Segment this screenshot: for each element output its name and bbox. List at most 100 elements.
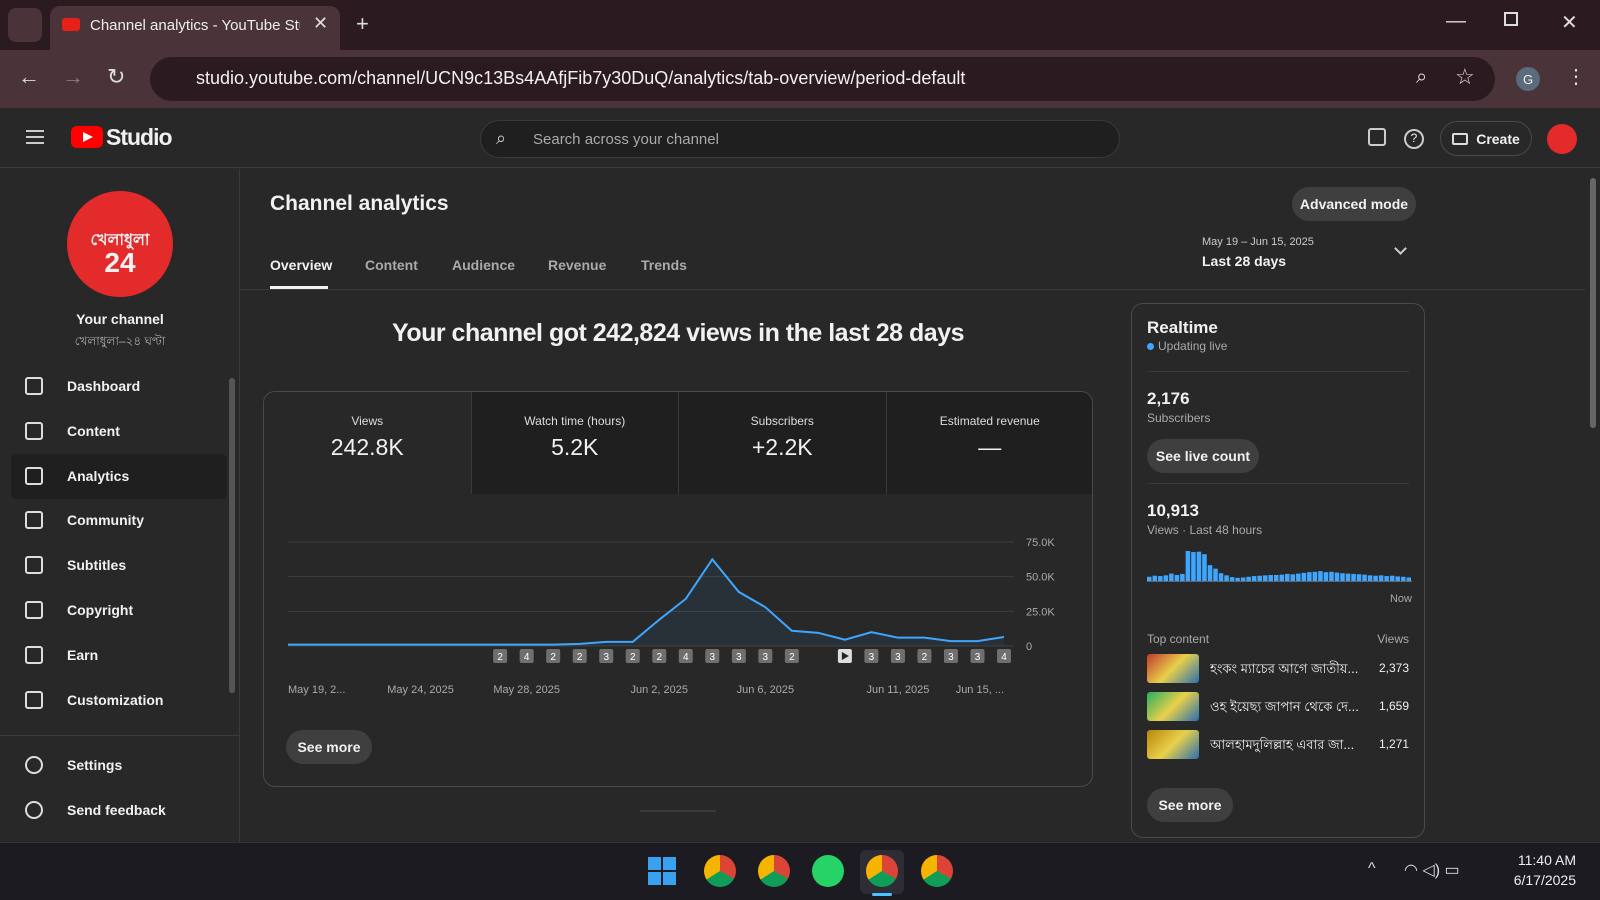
create-button[interactable]: Create (1440, 121, 1532, 156)
upload-marker (705, 649, 720, 663)
tab-menu[interactable] (8, 8, 42, 42)
nav-item[interactable]: Settings (67, 757, 123, 773)
bar (1218, 573, 1224, 581)
tab[interactable]: Overview (270, 257, 333, 273)
bar (1240, 577, 1246, 581)
item-title[interactable]: হংকং ম্যাচের আগে জাতীয়... (1210, 661, 1359, 676)
metric-cell[interactable]: Subscribers +2.2K (679, 392, 887, 494)
bar (1356, 574, 1362, 581)
upload-count: 3 (736, 652, 742, 663)
tab[interactable]: Trends (641, 257, 687, 273)
bookmark[interactable]: ☆ (1455, 64, 1475, 89)
see-live-count[interactable]: See live count (1147, 439, 1259, 473)
tab[interactable]: Revenue (548, 257, 607, 273)
metric-label: Watch time (hours) (524, 414, 626, 428)
bar (1290, 574, 1296, 581)
active-tab[interactable] (50, 6, 340, 50)
realtime-see-more[interactable]: See more (1147, 788, 1233, 822)
bar (1323, 572, 1329, 581)
bar (1340, 573, 1345, 581)
divider (1147, 483, 1409, 484)
period-dropdown[interactable] (1394, 242, 1407, 255)
nav-item[interactable]: Subtitles (67, 557, 127, 573)
upload-count: 4 (683, 652, 689, 663)
tray-chevron[interactable]: ^ (1368, 860, 1376, 877)
messages[interactable] (1368, 128, 1386, 146)
thumbnail[interactable] (1147, 654, 1199, 683)
bar (1180, 573, 1185, 581)
bar (1334, 572, 1340, 581)
bar (1362, 574, 1367, 581)
hamburger[interactable] (26, 130, 44, 144)
tab-title: Channel analytics - YouTube Stu (90, 17, 300, 34)
tray-icons[interactable]: ◠ ◁) ▭ (1404, 862, 1460, 879)
app-chrome[interactable] (704, 855, 736, 887)
channel-avatar[interactable]: খেলাধুলা 24 (67, 191, 173, 297)
upload-marker (997, 649, 1011, 663)
back[interactable]: ← (18, 64, 40, 89)
x-tick-label: May 24, 2025 (387, 684, 454, 696)
app-chrome[interactable] (921, 855, 953, 887)
upload-count: 3 (869, 652, 875, 663)
upload-marker (864, 649, 879, 663)
see-more[interactable]: See more (286, 730, 372, 764)
app-whatsapp[interactable] (812, 855, 844, 887)
search-icon: ⌕ (496, 128, 507, 148)
line (288, 557, 1005, 646)
advanced-mode[interactable]: Advanced mode (1292, 187, 1416, 221)
minimize[interactable]: — (1446, 10, 1466, 32)
views-header: Views (1377, 632, 1409, 646)
upload-count: 3 (763, 652, 769, 663)
nav-item[interactable]: Dashboard (67, 378, 141, 394)
metric-cell[interactable]: Views 242.8K (264, 392, 472, 494)
nav-item[interactable]: Earn (67, 647, 99, 663)
nav-item[interactable]: Send feedback (67, 802, 166, 818)
help[interactable]: ? (1404, 129, 1424, 149)
bar (1329, 571, 1334, 581)
period[interactable]: Last 28 days (1202, 253, 1287, 269)
thumbnail[interactable] (1147, 730, 1199, 759)
nav-item[interactable]: Analytics (67, 468, 130, 484)
bar (1202, 554, 1207, 581)
y-tick-label: 25.0K (1026, 606, 1055, 618)
upload-marker (784, 649, 799, 663)
thumbnail[interactable] (1147, 692, 1199, 721)
forward[interactable]: → (62, 64, 84, 89)
yt-logo[interactable] (71, 126, 103, 148)
profile[interactable]: G (1516, 67, 1540, 91)
reload[interactable]: ↻ (107, 64, 126, 89)
start-button[interactable] (648, 857, 676, 885)
item-title[interactable]: ওহ ইয়েছ্য জাপান থেকে দে... (1210, 699, 1359, 714)
bar (1213, 568, 1218, 581)
sidebar-scrollbar (229, 378, 235, 693)
app-chrome[interactable] (758, 855, 790, 887)
restore[interactable] (1504, 12, 1518, 26)
close-window[interactable]: ✕ (1561, 12, 1578, 34)
subscriber-count: 2,176 (1147, 389, 1190, 408)
nav-item[interactable]: Customization (67, 692, 164, 708)
app-chrome[interactable] (866, 855, 898, 887)
zoom[interactable]: ⌕ (1416, 66, 1428, 88)
account-avatar[interactable] (1547, 124, 1577, 154)
item-title[interactable]: আলহামদুলিল্লাহ এবার জা... (1210, 737, 1355, 752)
nav-icon (25, 691, 43, 709)
y-tick-label: 0 (1026, 641, 1032, 653)
nav-item[interactable]: Copyright (67, 602, 134, 618)
metric-cell[interactable]: Estimated revenue — (886, 392, 1092, 494)
nav-item[interactable]: Community (67, 512, 144, 528)
tab[interactable]: Content (365, 257, 418, 273)
address-bar[interactable] (150, 57, 1495, 101)
realtime-chart: Now (1147, 551, 1412, 605)
browser-menu[interactable]: ⋮ (1566, 66, 1586, 88)
nav-highlight (11, 454, 227, 499)
nav-item[interactable]: Content (67, 423, 120, 439)
new-tab[interactable]: + (356, 11, 369, 36)
search-box[interactable] (480, 120, 1120, 158)
metric-cell[interactable]: Watch time (hours) 5.2K (471, 392, 679, 494)
tab-close[interactable]: ✕ (313, 13, 329, 33)
avatar-text: 24 (104, 247, 136, 278)
bar (1279, 574, 1285, 581)
tab[interactable]: Audience (452, 257, 516, 273)
